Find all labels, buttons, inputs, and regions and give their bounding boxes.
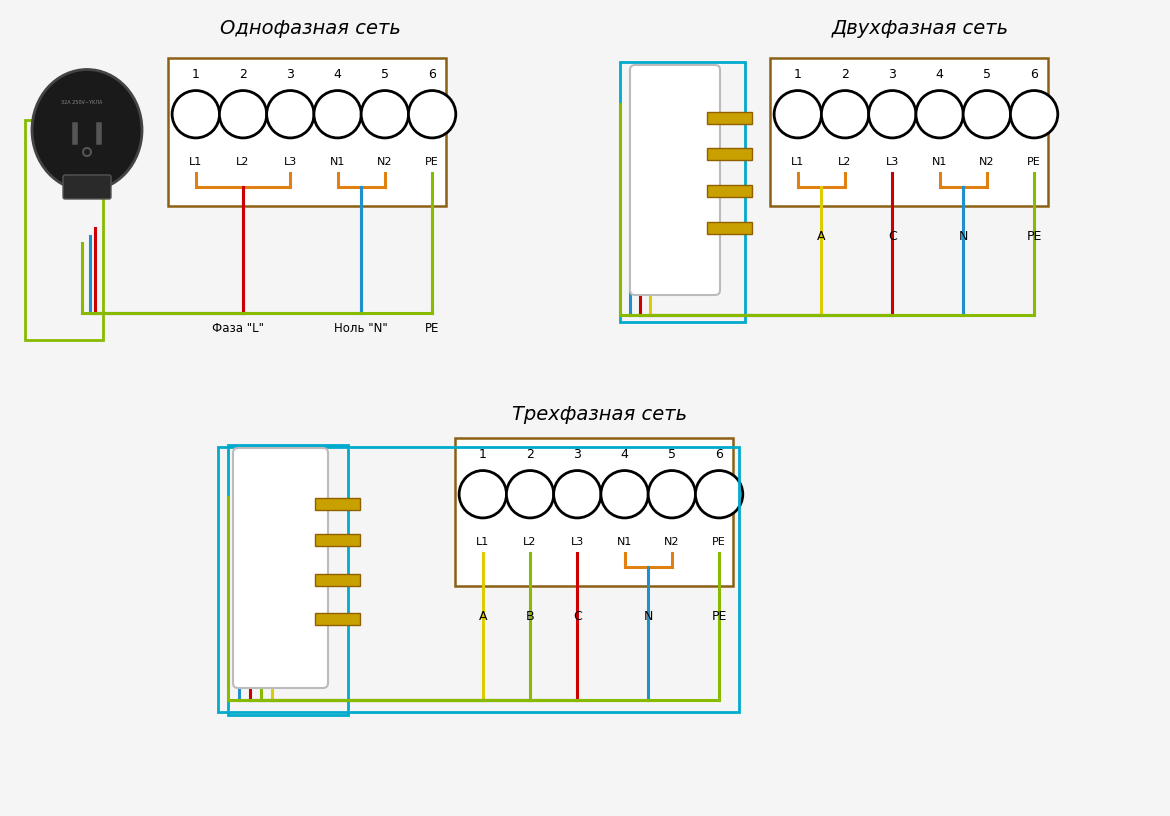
Text: 5: 5 [381, 68, 388, 81]
Text: Трехфазная сеть: Трехфазная сеть [512, 406, 688, 424]
Text: Ноль "N": Ноль "N" [335, 322, 388, 335]
Circle shape [1011, 91, 1058, 138]
Text: 4: 4 [620, 448, 628, 461]
Text: 3: 3 [287, 68, 295, 81]
Text: N2: N2 [979, 157, 994, 166]
Text: L1: L1 [190, 157, 202, 166]
Text: L1: L1 [476, 537, 489, 547]
Ellipse shape [32, 69, 142, 190]
Circle shape [314, 91, 362, 138]
Circle shape [172, 91, 220, 138]
Bar [315, 613, 360, 624]
Text: 1: 1 [794, 68, 801, 81]
FancyBboxPatch shape [63, 175, 111, 199]
Text: 2: 2 [239, 68, 247, 81]
Text: L2: L2 [839, 157, 852, 166]
Text: 2: 2 [526, 448, 534, 461]
Text: 4: 4 [333, 68, 342, 81]
Circle shape [648, 471, 695, 518]
Bar [315, 534, 360, 547]
Text: Однофазная сеть: Однофазная сеть [220, 19, 400, 38]
Bar [707, 148, 752, 160]
Text: L3: L3 [571, 537, 584, 547]
Text: PE: PE [1026, 229, 1041, 242]
Text: N: N [958, 229, 968, 242]
Bar [218, 447, 739, 712]
Circle shape [601, 471, 648, 518]
Text: L3: L3 [283, 157, 297, 166]
Text: N1: N1 [330, 157, 345, 166]
Circle shape [868, 91, 916, 138]
Text: 5: 5 [983, 68, 991, 81]
Circle shape [267, 91, 314, 138]
Circle shape [408, 91, 456, 138]
Bar [315, 574, 360, 586]
Text: L2: L2 [236, 157, 249, 166]
Text: 4: 4 [936, 68, 943, 81]
Text: 3: 3 [888, 68, 896, 81]
Text: PE: PE [1027, 157, 1041, 166]
Bar [707, 185, 752, 197]
Bar [770, 58, 1048, 206]
Text: C: C [888, 229, 896, 242]
Text: Двухфазная сеть: Двухфазная сеть [832, 19, 1009, 38]
Text: 32A 250V~YKЛА: 32A 250V~YKЛА [61, 100, 103, 105]
Text: L2: L2 [523, 537, 537, 547]
Circle shape [775, 91, 821, 138]
Text: N2: N2 [665, 537, 680, 547]
Text: A: A [479, 610, 487, 623]
Circle shape [963, 91, 1011, 138]
Text: PE: PE [711, 610, 727, 623]
Circle shape [821, 91, 869, 138]
Text: Фаза "L": Фаза "L" [212, 322, 264, 335]
Bar [168, 58, 446, 206]
Bar [707, 223, 752, 234]
Text: 6: 6 [428, 68, 436, 81]
Text: PE: PE [425, 322, 439, 335]
Text: B: B [525, 610, 535, 623]
Text: 2: 2 [841, 68, 849, 81]
FancyBboxPatch shape [233, 448, 328, 688]
Circle shape [459, 471, 507, 518]
Circle shape [695, 471, 743, 518]
Text: C: C [573, 610, 581, 623]
FancyBboxPatch shape [629, 65, 720, 295]
Circle shape [220, 91, 267, 138]
Text: N: N [644, 610, 653, 623]
Bar [455, 438, 732, 586]
Circle shape [553, 471, 601, 518]
Text: 1: 1 [192, 68, 200, 81]
Bar [228, 445, 347, 715]
Text: N2: N2 [377, 157, 393, 166]
Text: A: A [817, 229, 826, 242]
Bar [315, 498, 360, 510]
Circle shape [362, 91, 408, 138]
Bar [25, 120, 103, 340]
Bar [620, 62, 745, 322]
Text: L1: L1 [791, 157, 805, 166]
Text: 1: 1 [479, 448, 487, 461]
Text: PE: PE [713, 537, 725, 547]
Text: N1: N1 [617, 537, 632, 547]
Text: PE: PE [425, 157, 439, 166]
Text: L3: L3 [886, 157, 899, 166]
Circle shape [916, 91, 963, 138]
Bar [707, 113, 752, 124]
Circle shape [507, 471, 553, 518]
Circle shape [83, 148, 91, 156]
Text: 6: 6 [715, 448, 723, 461]
Text: 6: 6 [1030, 68, 1038, 81]
Text: N1: N1 [931, 157, 948, 166]
Text: 3: 3 [573, 448, 581, 461]
Text: 5: 5 [668, 448, 676, 461]
